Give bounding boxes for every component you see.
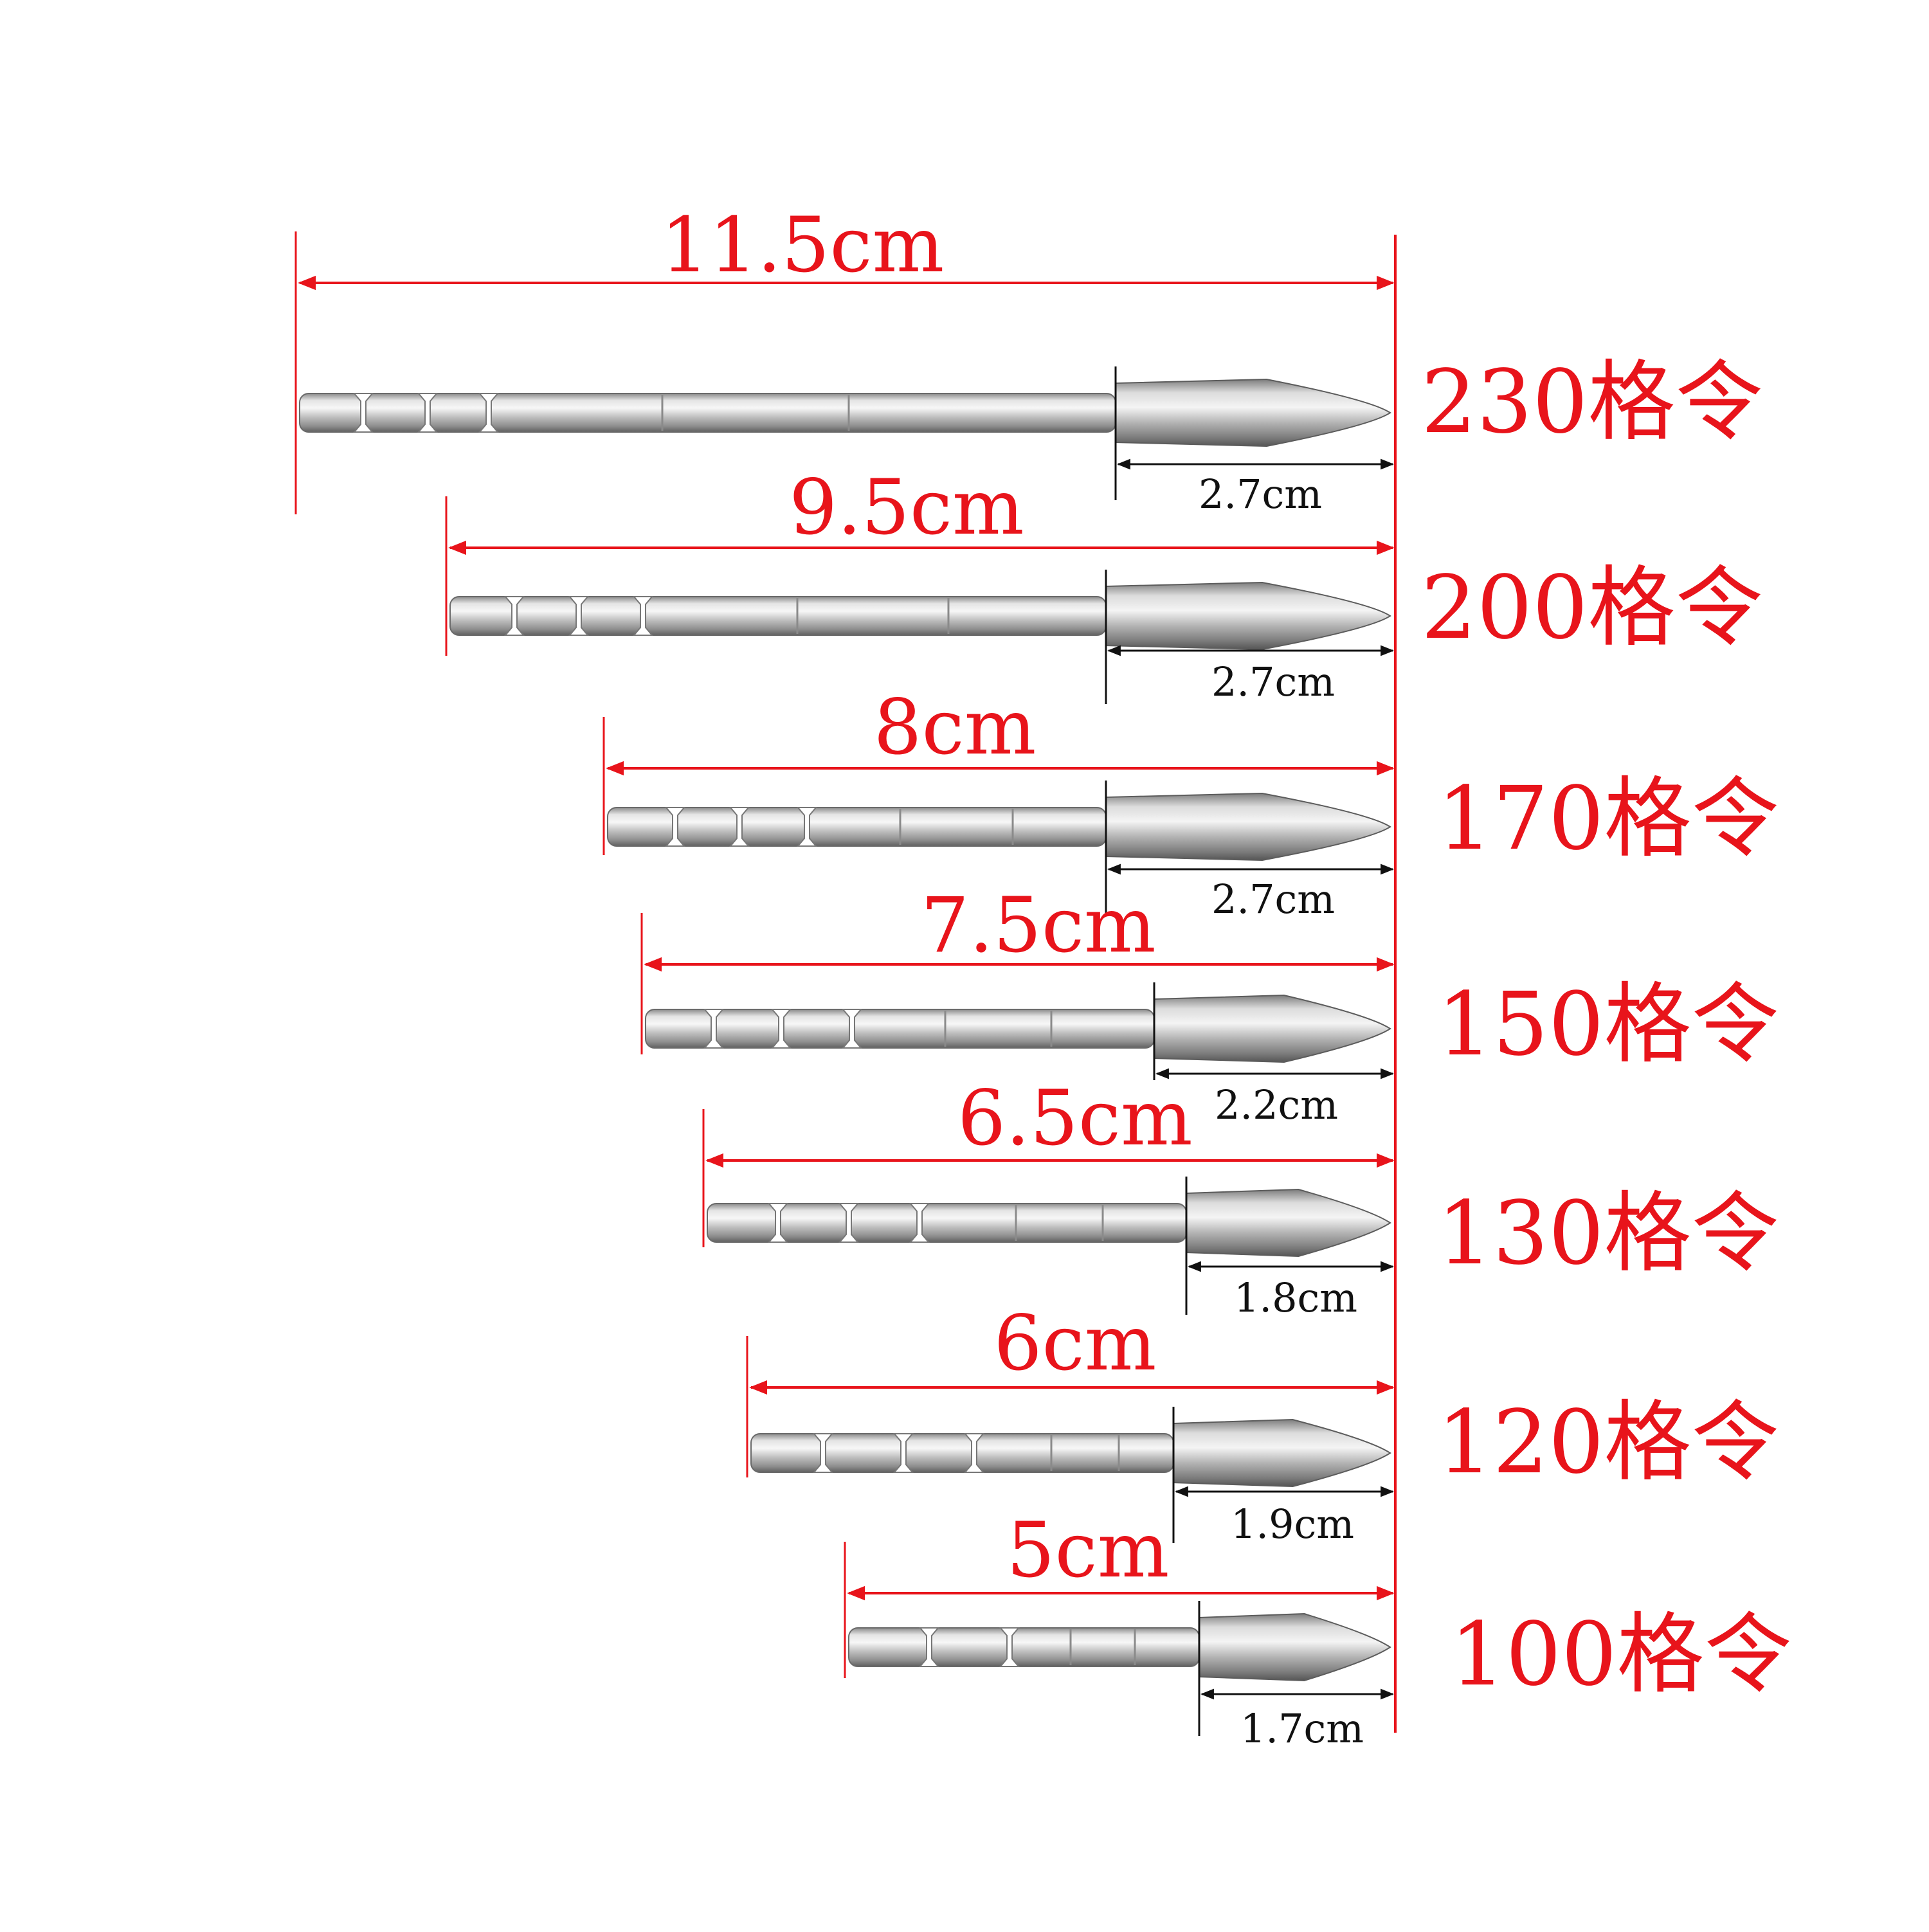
tip-length-label: 1.8cm: [1234, 1274, 1357, 1321]
arrow-point-body: [848, 1612, 1391, 1682]
shaft-groove: [918, 1627, 940, 1667]
grain-weight-label: 170格令: [1437, 768, 1779, 870]
shaft-groove: [838, 1203, 860, 1243]
total-length-label: 9.5cm: [789, 463, 1024, 552]
arrow-point-body: [750, 1418, 1391, 1488]
grain-weight-label: 200格令: [1421, 557, 1763, 659]
arrow-point-body: [449, 581, 1391, 651]
grain-weight-label: 230格令: [1421, 352, 1763, 453]
total-length-label: 6cm: [993, 1299, 1156, 1387]
shaft-groove: [729, 807, 750, 847]
shaft-groove: [812, 1433, 834, 1473]
point-bullet-head: [1186, 1188, 1391, 1258]
shaft-groove: [417, 393, 439, 433]
grain-weight-label: 130格令: [1437, 1183, 1779, 1285]
point-bullet-head: [1105, 792, 1391, 862]
shaft-groove: [999, 1627, 1020, 1667]
total-length-label: 6.5cm: [957, 1074, 1193, 1162]
tip-length-label: 1.9cm: [1231, 1501, 1354, 1548]
point-shaft: [848, 1627, 1200, 1667]
shaft-groove: [892, 1433, 914, 1473]
total-length-label: 5cm: [1006, 1506, 1169, 1594]
arrow-point-p100: 5cm 1.7cm 100格令: [844, 1506, 1792, 1752]
arrow-point-p150: 7.5cm 2.2cm 150格令: [640, 881, 1779, 1128]
arrow-point-body: [607, 792, 1391, 862]
shaft-groove: [796, 807, 818, 847]
total-length-label: 8cm: [873, 683, 1036, 772]
tip-length-label: 2.7cm: [1211, 876, 1335, 923]
shaft-groove: [770, 1009, 792, 1049]
point-shaft: [299, 393, 1116, 433]
point-bullet-head: [1105, 581, 1391, 651]
tip-length-label: 2.2cm: [1215, 1081, 1338, 1128]
point-bullet-head: [1154, 994, 1391, 1063]
shaft-groove: [963, 1433, 985, 1473]
shaft-groove: [478, 393, 500, 433]
tip-length-label: 2.7cm: [1211, 658, 1335, 705]
shaft-groove: [767, 1203, 789, 1243]
shaft-groove: [352, 393, 374, 433]
point-shaft: [449, 596, 1107, 636]
total-length-label: 7.5cm: [921, 881, 1156, 970]
shaft-groove: [909, 1203, 930, 1243]
shaft-groove: [503, 596, 525, 636]
point-shaft: [645, 1009, 1155, 1049]
point-bullet-head: [1173, 1418, 1391, 1488]
shaft-groove: [703, 1009, 725, 1049]
tip-length-label: 1.7cm: [1240, 1705, 1364, 1752]
arrow-point-p130: 6.5cm 1.8cm 130格令: [702, 1074, 1779, 1321]
point-bullet-head: [1199, 1612, 1391, 1682]
total-length-label: 11.5cm: [661, 201, 945, 289]
arrow-point-body: [299, 378, 1391, 447]
grain-weight-label: 150格令: [1437, 974, 1779, 1076]
arrow-point-p230: 11.5cm 2.7cm 230格令: [294, 201, 1763, 518]
shaft-groove: [632, 596, 654, 636]
arrow-point-p170: 8cm 2.7cm 170格令: [602, 683, 1779, 923]
arrow-point-body: [645, 994, 1391, 1063]
tip-length-label: 2.7cm: [1199, 471, 1322, 518]
grain-weight-label: 120格令: [1437, 1392, 1779, 1494]
point-shaft: [750, 1433, 1174, 1473]
grain-weight-label: 100格令: [1450, 1604, 1792, 1706]
shaft-groove: [568, 596, 590, 636]
arrow-point-body: [707, 1188, 1391, 1258]
arrow-point-p120: 6cm 1.9cm 120格令: [746, 1299, 1779, 1548]
point-shaft: [607, 807, 1107, 847]
arrow-point-p200: 9.5cm 2.7cm 200格令: [445, 463, 1763, 705]
point-bullet-head: [1115, 378, 1391, 447]
shaft-groove: [841, 1009, 863, 1049]
shaft-groove: [664, 807, 686, 847]
